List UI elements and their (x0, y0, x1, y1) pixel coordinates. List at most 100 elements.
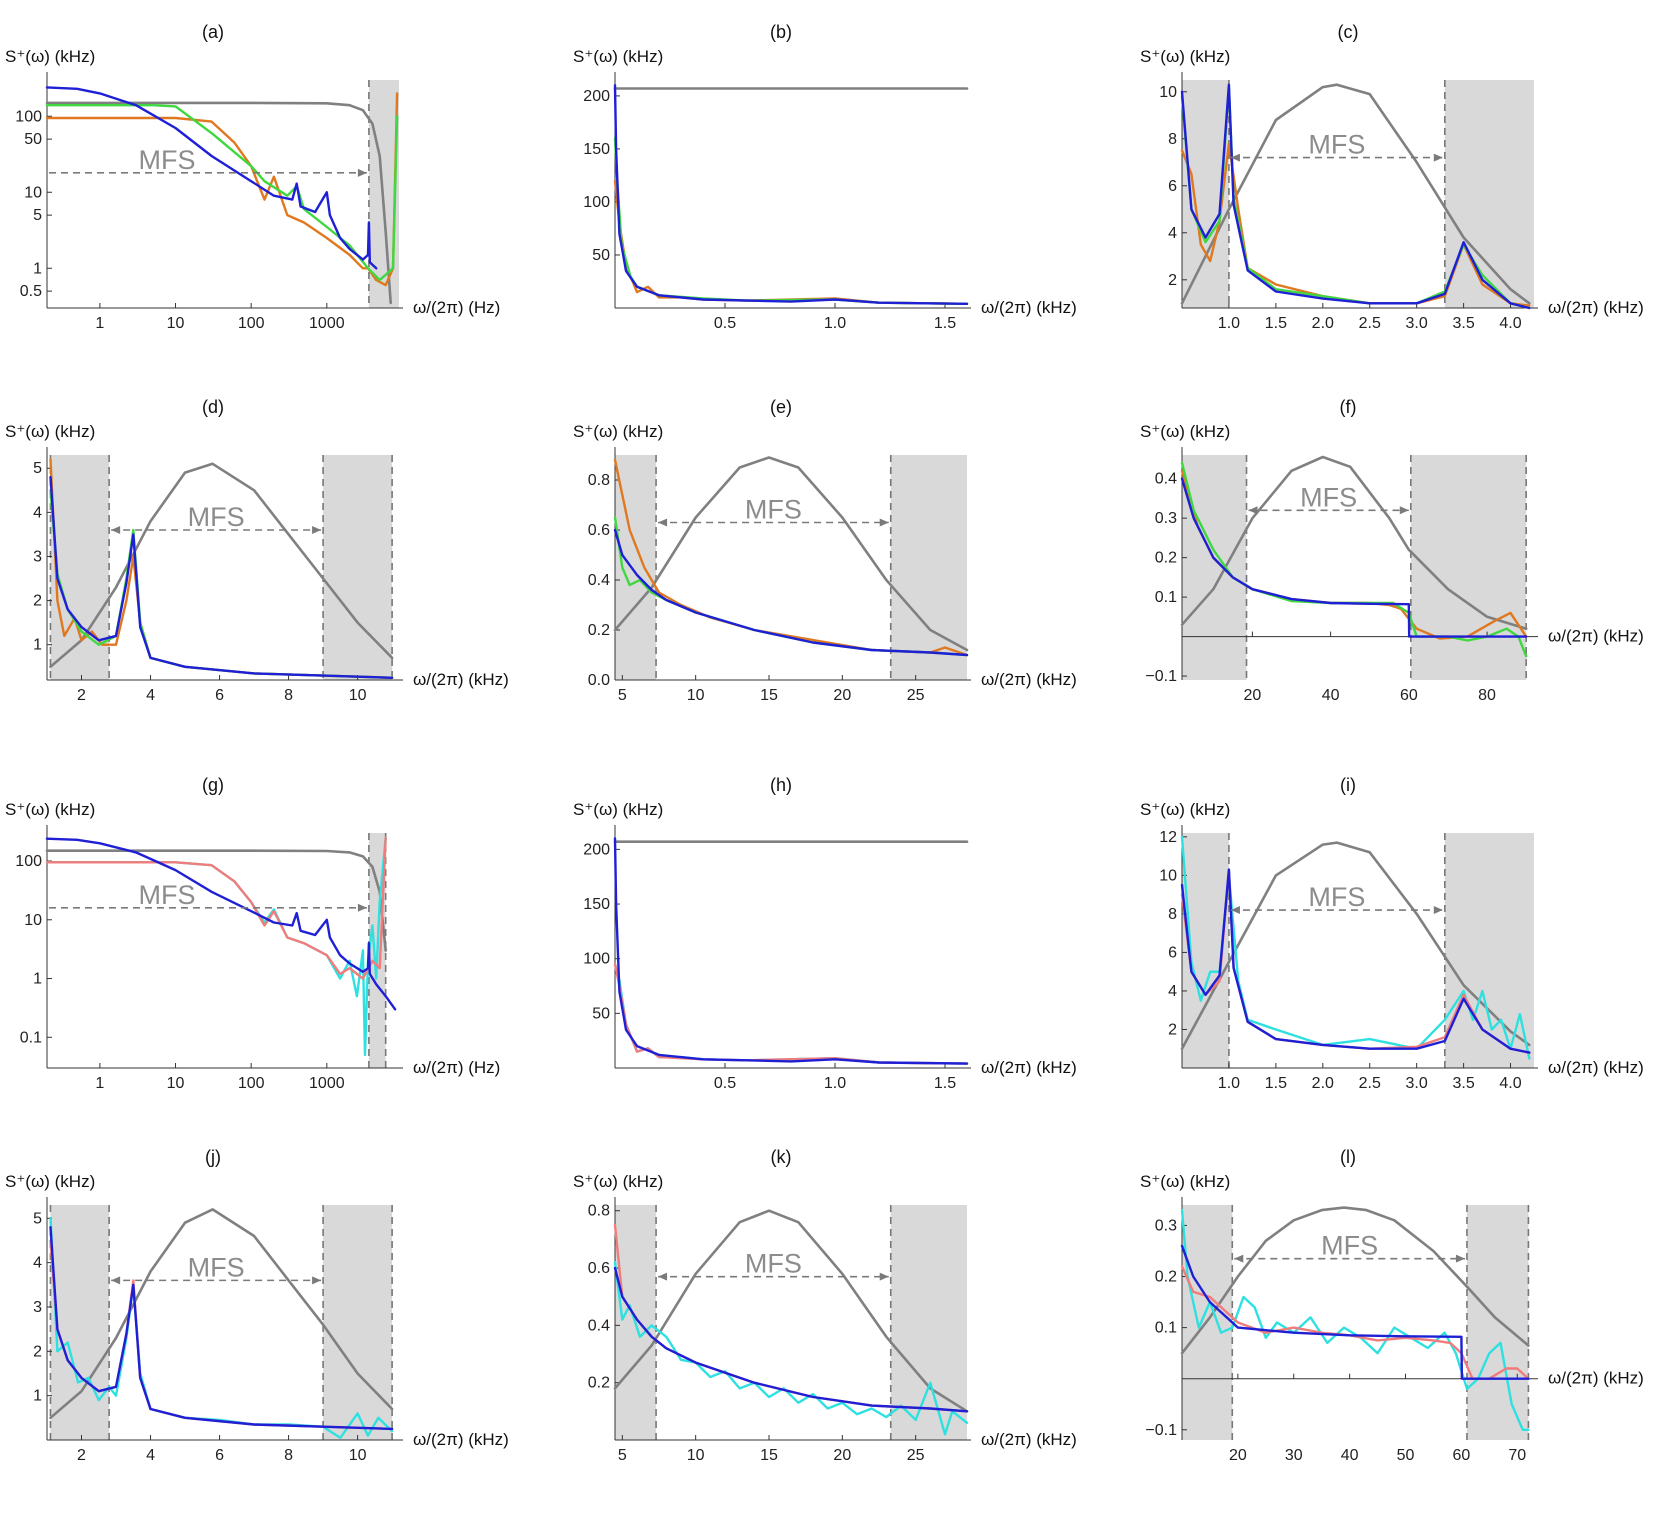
panel-i-y-tick-label-0: 2 (1168, 1021, 1177, 1038)
panel-c-y-tick-label-0: 2 (1168, 272, 1177, 289)
panel-k-x-tick-label-4: 25 (907, 1447, 925, 1464)
panel-c-x-title: ω/(2π) (kHz) (1548, 298, 1644, 317)
panel-i-y-tick-label-2: 6 (1168, 944, 1177, 961)
panel-k-y-tick-label-0: 0.2 (588, 1375, 610, 1392)
panel-b-y-tick-label-1: 100 (583, 194, 610, 211)
panel-f-series-filter (1180, 455, 1528, 631)
panel-j-mfs-label: MFS (188, 1252, 245, 1282)
panel-g-y-title: S⁺(ω) (kHz) (5, 800, 95, 819)
panel-d-series-blue (49, 475, 394, 679)
panel-c-series-filter (1180, 83, 1531, 305)
panel-f-y-tick-label-0: −0.1 (1145, 668, 1177, 685)
panel-k-x-title: ω/(2π) (kHz) (981, 1430, 1077, 1449)
panel-k-band-1 (890, 1205, 967, 1440)
panel-e-mfs-arrowhead-left (658, 518, 668, 527)
panel-e-x-tick-label-2: 15 (760, 687, 778, 704)
panel-l-x-title: ω/(2π) (kHz) (1548, 1369, 1644, 1388)
panel-l-x-tick-label-1: 30 (1285, 1447, 1303, 1464)
panel-g-y-tick-label-3: 100 (15, 853, 42, 870)
panel-c-series-blue (1180, 83, 1531, 310)
panel-c-x-tick-label-4: 3.0 (1406, 315, 1428, 332)
panel-c-x-tick-label-0: 1.0 (1218, 315, 1240, 332)
panel-d-x-tick-label-0: 2 (77, 687, 86, 704)
panel-a-y-tick-label-5: 100 (15, 108, 42, 125)
panel-c-y-title: S⁺(ω) (kHz) (1140, 47, 1230, 66)
panel-g-series-blue (45, 837, 397, 1011)
panel-a-y-tick-label-2: 5 (33, 207, 42, 224)
panel-h-y-tick-label-3: 200 (583, 841, 610, 858)
panel-h-x-tick-label-2: 1.5 (934, 1075, 956, 1092)
panel-a-y-tick-label-0: 0.5 (20, 283, 42, 300)
panel-k-y-title: S⁺(ω) (kHz) (573, 1172, 663, 1191)
panel-h-series-pink (613, 963, 969, 1065)
panel-l-y-tick-label-2: 0.2 (1155, 1269, 1177, 1286)
panel-k-x-tick-label-1: 10 (687, 1447, 705, 1464)
panel-b-y-tick-label-2: 150 (583, 141, 610, 158)
panel-k-x-tick-label-0: 5 (618, 1447, 627, 1464)
panel-j-y-tick-label-1: 2 (33, 1343, 42, 1360)
panel-d-x-title: ω/(2π) (kHz) (413, 670, 509, 689)
panel-f-y-tick-label-3: 0.3 (1155, 510, 1177, 527)
panel-f-series-blue (1180, 477, 1528, 638)
panel-h-series-cyan (613, 963, 969, 1065)
panel-g-series-pink (45, 836, 387, 980)
panel-k-series-cyan (613, 1261, 969, 1436)
panel-a-x-tick-label-2: 100 (238, 315, 265, 332)
panel-f-x-tick-label-0: 20 (1244, 687, 1262, 704)
panel-c-mfs-arrowhead-left (1230, 153, 1240, 162)
panel-j-series-blue (49, 1225, 394, 1431)
panel-i-x-tick-label-6: 4.0 (1499, 1075, 1521, 1092)
panel-i-y-tick-label-1: 4 (1168, 983, 1177, 1000)
panel-i-x-title: ω/(2π) (kHz) (1548, 1058, 1644, 1077)
panel-e-series-filter (613, 456, 969, 652)
panel-e-y-tick-label-1: 0.2 (588, 622, 610, 639)
panel-a-mfs-arrowhead-right (357, 168, 367, 177)
panel-d-y-tick-label-2: 3 (33, 548, 42, 565)
panel-j-band-0 (50, 1205, 110, 1440)
panel-b: 0.5 1.0 1.5 50 100 150 200 (b) S⁺(ω) (kHz) ω/(2π)… (573, 22, 1077, 332)
panel-b-x-tick-label-0: 0.5 (714, 315, 736, 332)
panel-c-x-tick-label-5: 3.5 (1452, 315, 1474, 332)
panel-j-x-tick-label-3: 8 (284, 1447, 293, 1464)
panel-d-y-title: S⁺(ω) (kHz) (5, 422, 95, 441)
panel-d-y-tick-label-3: 4 (33, 504, 42, 521)
panel-k-series-blue (613, 1266, 969, 1413)
panel-g: 1 10 100 1000 0.1 1 10 100 MFS (g) S⁺(ω) (kHz) ω/(2… (5, 775, 500, 1092)
panel-d-mfs-arrowhead-left (111, 526, 121, 534)
panel-g-x-tick-label-1: 10 (167, 1075, 185, 1092)
panel-l-y-tick-label-1: 0.1 (1155, 1320, 1177, 1337)
panel-a-x-tick-label-1: 10 (167, 315, 185, 332)
panel-i-x-tick-label-0: 1.0 (1218, 1075, 1240, 1092)
panel-j-y-title: S⁺(ω) (kHz) (5, 1172, 95, 1191)
panel-h-x-title: ω/(2π) (kHz) (981, 1058, 1077, 1077)
panel-a-series-filter (45, 101, 393, 305)
panel-k-x-tick-label-3: 20 (833, 1447, 851, 1464)
panel-f-y-tick-label-4: 0.4 (1155, 471, 1177, 488)
panel-g-x-title: ω/(2π) (Hz) (413, 1058, 500, 1077)
panel-e-x-tick-label-3: 20 (833, 687, 851, 704)
panel-c-label: (c) (1338, 22, 1359, 42)
panel-c-y-tick-label-3: 8 (1168, 131, 1177, 148)
panel-l-y-title: S⁺(ω) (kHz) (1140, 1172, 1230, 1191)
panel-e-y-title: S⁺(ω) (kHz) (573, 422, 663, 441)
panel-i-y-tick-label-3: 8 (1168, 906, 1177, 923)
panel-h-x-tick-label-1: 1.0 (824, 1075, 846, 1092)
panel-e-band-1 (890, 455, 967, 680)
panel-j-y-tick-label-3: 4 (33, 1255, 42, 1272)
panel-a-series-orange (45, 92, 399, 287)
panel-g-series-filter (45, 849, 388, 952)
panel-h-y-title: S⁺(ω) (kHz) (573, 800, 663, 819)
panel-f-x-tick-label-2: 60 (1400, 687, 1418, 704)
panel-k-mfs-arrowhead-left (658, 1272, 668, 1281)
panel-c-x-tick-label-2: 2.0 (1312, 315, 1334, 332)
panel-d-band-0 (50, 455, 110, 680)
panel-b-series-orange (613, 179, 969, 305)
panel-f-x-title: ω/(2π) (kHz) (1548, 627, 1644, 646)
panel-f-mfs-arrowhead-right (1399, 506, 1409, 515)
panel-i-series-blue (1180, 868, 1531, 1054)
panel-d-x-tick-label-4: 10 (349, 687, 367, 704)
panel-b-x-tick-label-1: 1.0 (824, 315, 846, 332)
panel-h-series-blue (613, 837, 969, 1065)
